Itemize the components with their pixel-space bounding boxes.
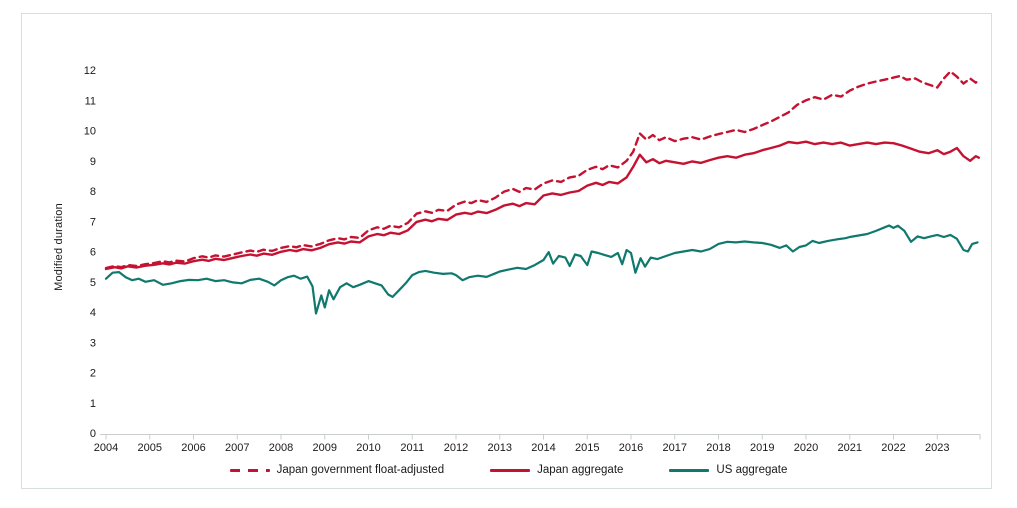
legend-item-japan-government-float-adjusted: Japan government float-adjusted	[229, 464, 445, 476]
dashed-line-swatch-icon	[229, 468, 270, 472]
legend-label: Japan aggregate	[537, 464, 624, 476]
chart-card	[21, 13, 992, 489]
solid-line-swatch-icon	[490, 468, 531, 472]
legend-item-us-aggregate: US aggregate	[669, 464, 787, 476]
legend: Japan government float-adjusted Japan ag…	[0, 464, 1017, 476]
y-axis-title: Modified duration	[53, 203, 65, 291]
legend-label: US aggregate	[716, 464, 788, 476]
solid-line-swatch-icon	[669, 468, 710, 472]
legend-item-japan-aggregate: Japan aggregate	[490, 464, 623, 476]
legend-label: Japan government float-adjusted	[276, 464, 445, 476]
